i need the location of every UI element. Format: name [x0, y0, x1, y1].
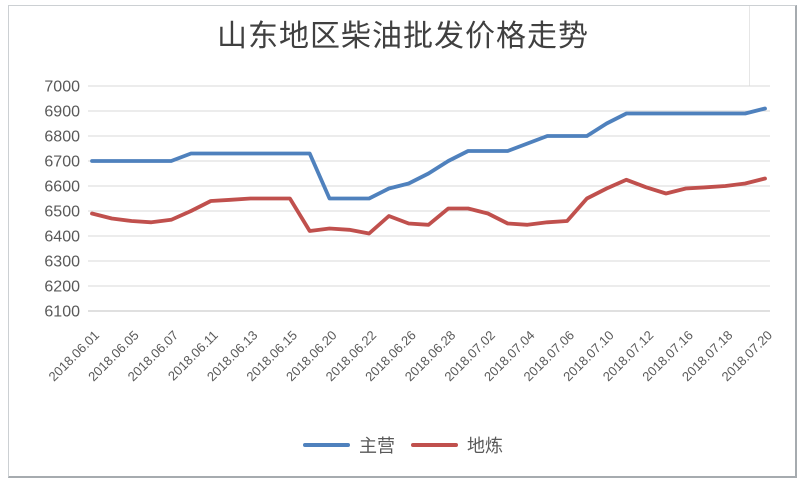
- y-axis-tick-label: 7000: [44, 79, 80, 96]
- y-axis-tick-label: 6600: [44, 179, 80, 196]
- series-line-0: [90, 106, 767, 201]
- y-axis-tick-label: 6400: [44, 229, 80, 246]
- legend-item-local: 地炼: [411, 432, 503, 458]
- y-axis-tick-label: 6300: [44, 254, 80, 271]
- legend-item-main: 主营: [303, 432, 395, 458]
- legend-label-main: 主营: [359, 436, 395, 456]
- y-axis-tick-label: 6100: [44, 304, 80, 321]
- y-axis-tick-label: 6900: [44, 104, 80, 121]
- chart-legend: 主营 地炼: [0, 433, 806, 457]
- y-axis-tick-label: 6200: [44, 279, 80, 296]
- legend-label-local: 地炼: [467, 436, 503, 456]
- y-axis-tick-label: 6800: [44, 129, 80, 146]
- y-axis-tick-label: 6500: [44, 204, 80, 221]
- legend-line-icon-local: [411, 443, 458, 447]
- series-line-1: [90, 176, 767, 236]
- y-axis-tick-label: 6700: [44, 154, 80, 171]
- legend-line-icon-main: [303, 443, 350, 447]
- chart-title: 山东地区柴油批发价格走势: [217, 20, 589, 53]
- background-cell-line: [749, 6, 750, 86]
